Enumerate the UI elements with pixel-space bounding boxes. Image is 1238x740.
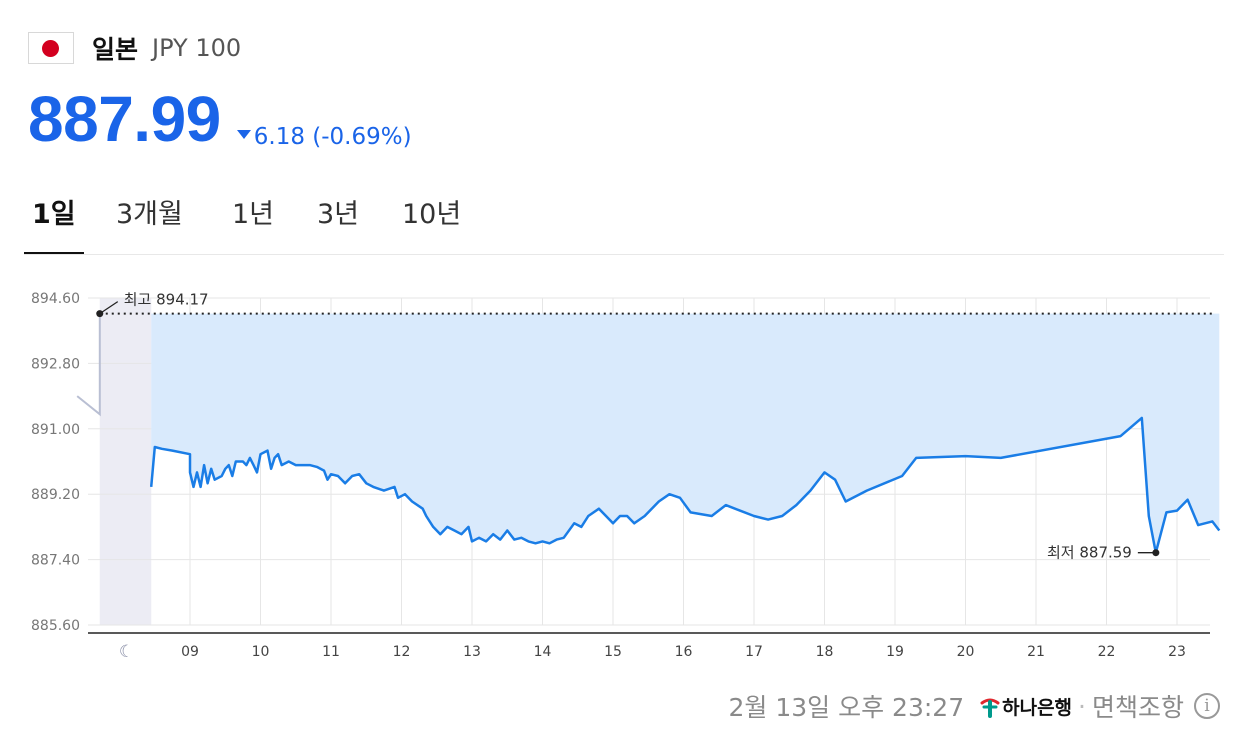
- high-label: 최고 894.17: [124, 291, 209, 309]
- x-tick-label: 10: [252, 644, 270, 660]
- tab-3y[interactable]: 3년: [317, 199, 360, 230]
- price-change: 6.18 (-0.69%): [236, 123, 412, 150]
- x-tick-label: 13: [463, 644, 481, 660]
- y-tick-label: 891.00: [31, 422, 80, 438]
- country-name: 일본: [92, 35, 139, 64]
- footer-separator: ·: [1078, 691, 1086, 721]
- tab-1d[interactable]: 1일: [32, 199, 76, 230]
- x-tick-label: 21: [1027, 644, 1045, 660]
- disclaimer-link[interactable]: 면책조항: [1091, 693, 1184, 722]
- y-tick-label: 894.60: [31, 291, 80, 307]
- currency-code: JPY 100: [152, 34, 242, 62]
- info-icon[interactable]: i: [1194, 693, 1220, 719]
- tab-10y[interactable]: 10년: [402, 199, 462, 230]
- price-series-line: [149, 416, 1221, 554]
- y-tick-label: 889.20: [31, 487, 80, 503]
- high-annotation: 최고 894.17: [96, 291, 209, 318]
- x-tick-label: 11: [322, 644, 340, 660]
- active-tab-indicator: [24, 252, 84, 254]
- exchange-rate-chart[interactable]: 894.60 892.80 891.00 889.20 887.40 885.60 09 1…: [0, 270, 1238, 670]
- x-tick-label: 16: [675, 644, 693, 660]
- tab-3m[interactable]: 3개월: [116, 199, 183, 230]
- y-tick-label: 892.80: [31, 356, 80, 372]
- y-tick-label: 885.60: [31, 618, 80, 634]
- chart-footer: 2월 13일 오후 23:27 하나은행 · 면책조항 i: [728, 686, 1220, 726]
- current-price: 887.99: [28, 83, 221, 155]
- tab-1y[interactable]: 1년: [232, 199, 275, 230]
- pre-session-line: [76, 313, 101, 417]
- night-session-band: [99, 298, 152, 625]
- x-tick-label: 20: [957, 644, 975, 660]
- quote-header: 일본 JPY 100: [28, 28, 241, 68]
- x-tick-label: 15: [604, 644, 622, 660]
- bank-name: 하나은행: [1002, 696, 1073, 719]
- price-change-value: 6.18 (-0.69%): [253, 123, 412, 150]
- moon-icon: ☾: [119, 642, 134, 662]
- down-triangle-icon: [236, 130, 251, 139]
- area-fill: [151, 313, 1220, 553]
- x-tick-label: 22: [1098, 644, 1116, 660]
- y-tick-label: 887.40: [31, 553, 80, 569]
- x-tick-label: 19: [886, 644, 904, 660]
- x-tick-label: 23: [1168, 644, 1186, 660]
- period-tabs: 1일 3개월 1년 3년 10년: [24, 180, 1224, 255]
- hana-bank-logo-icon: [980, 698, 1000, 718]
- price-row: 887.99 6.18 (-0.69%): [28, 82, 412, 155]
- low-label: 최저 887.59: [1047, 544, 1132, 562]
- x-tick-label: 17: [745, 644, 763, 660]
- x-tick-label: 09: [181, 644, 199, 660]
- x-tick-label: 12: [393, 644, 411, 660]
- bank-credit[interactable]: 하나은행: [978, 693, 1072, 720]
- japan-flag-icon: [28, 32, 74, 64]
- low-annotation: 최저 887.59: [1047, 544, 1160, 562]
- x-tick-label: 18: [816, 644, 834, 660]
- update-timestamp: 2월 13일 오후 23:27: [728, 693, 965, 722]
- x-axis-ticks: 09 10 11 12 13 14 15 16 17 18 19 20 21 22 23: [181, 644, 1186, 660]
- x-tick-label: 14: [534, 644, 552, 660]
- y-axis-ticks: 894.60 892.80 891.00 889.20 887.40 885.60: [31, 291, 80, 634]
